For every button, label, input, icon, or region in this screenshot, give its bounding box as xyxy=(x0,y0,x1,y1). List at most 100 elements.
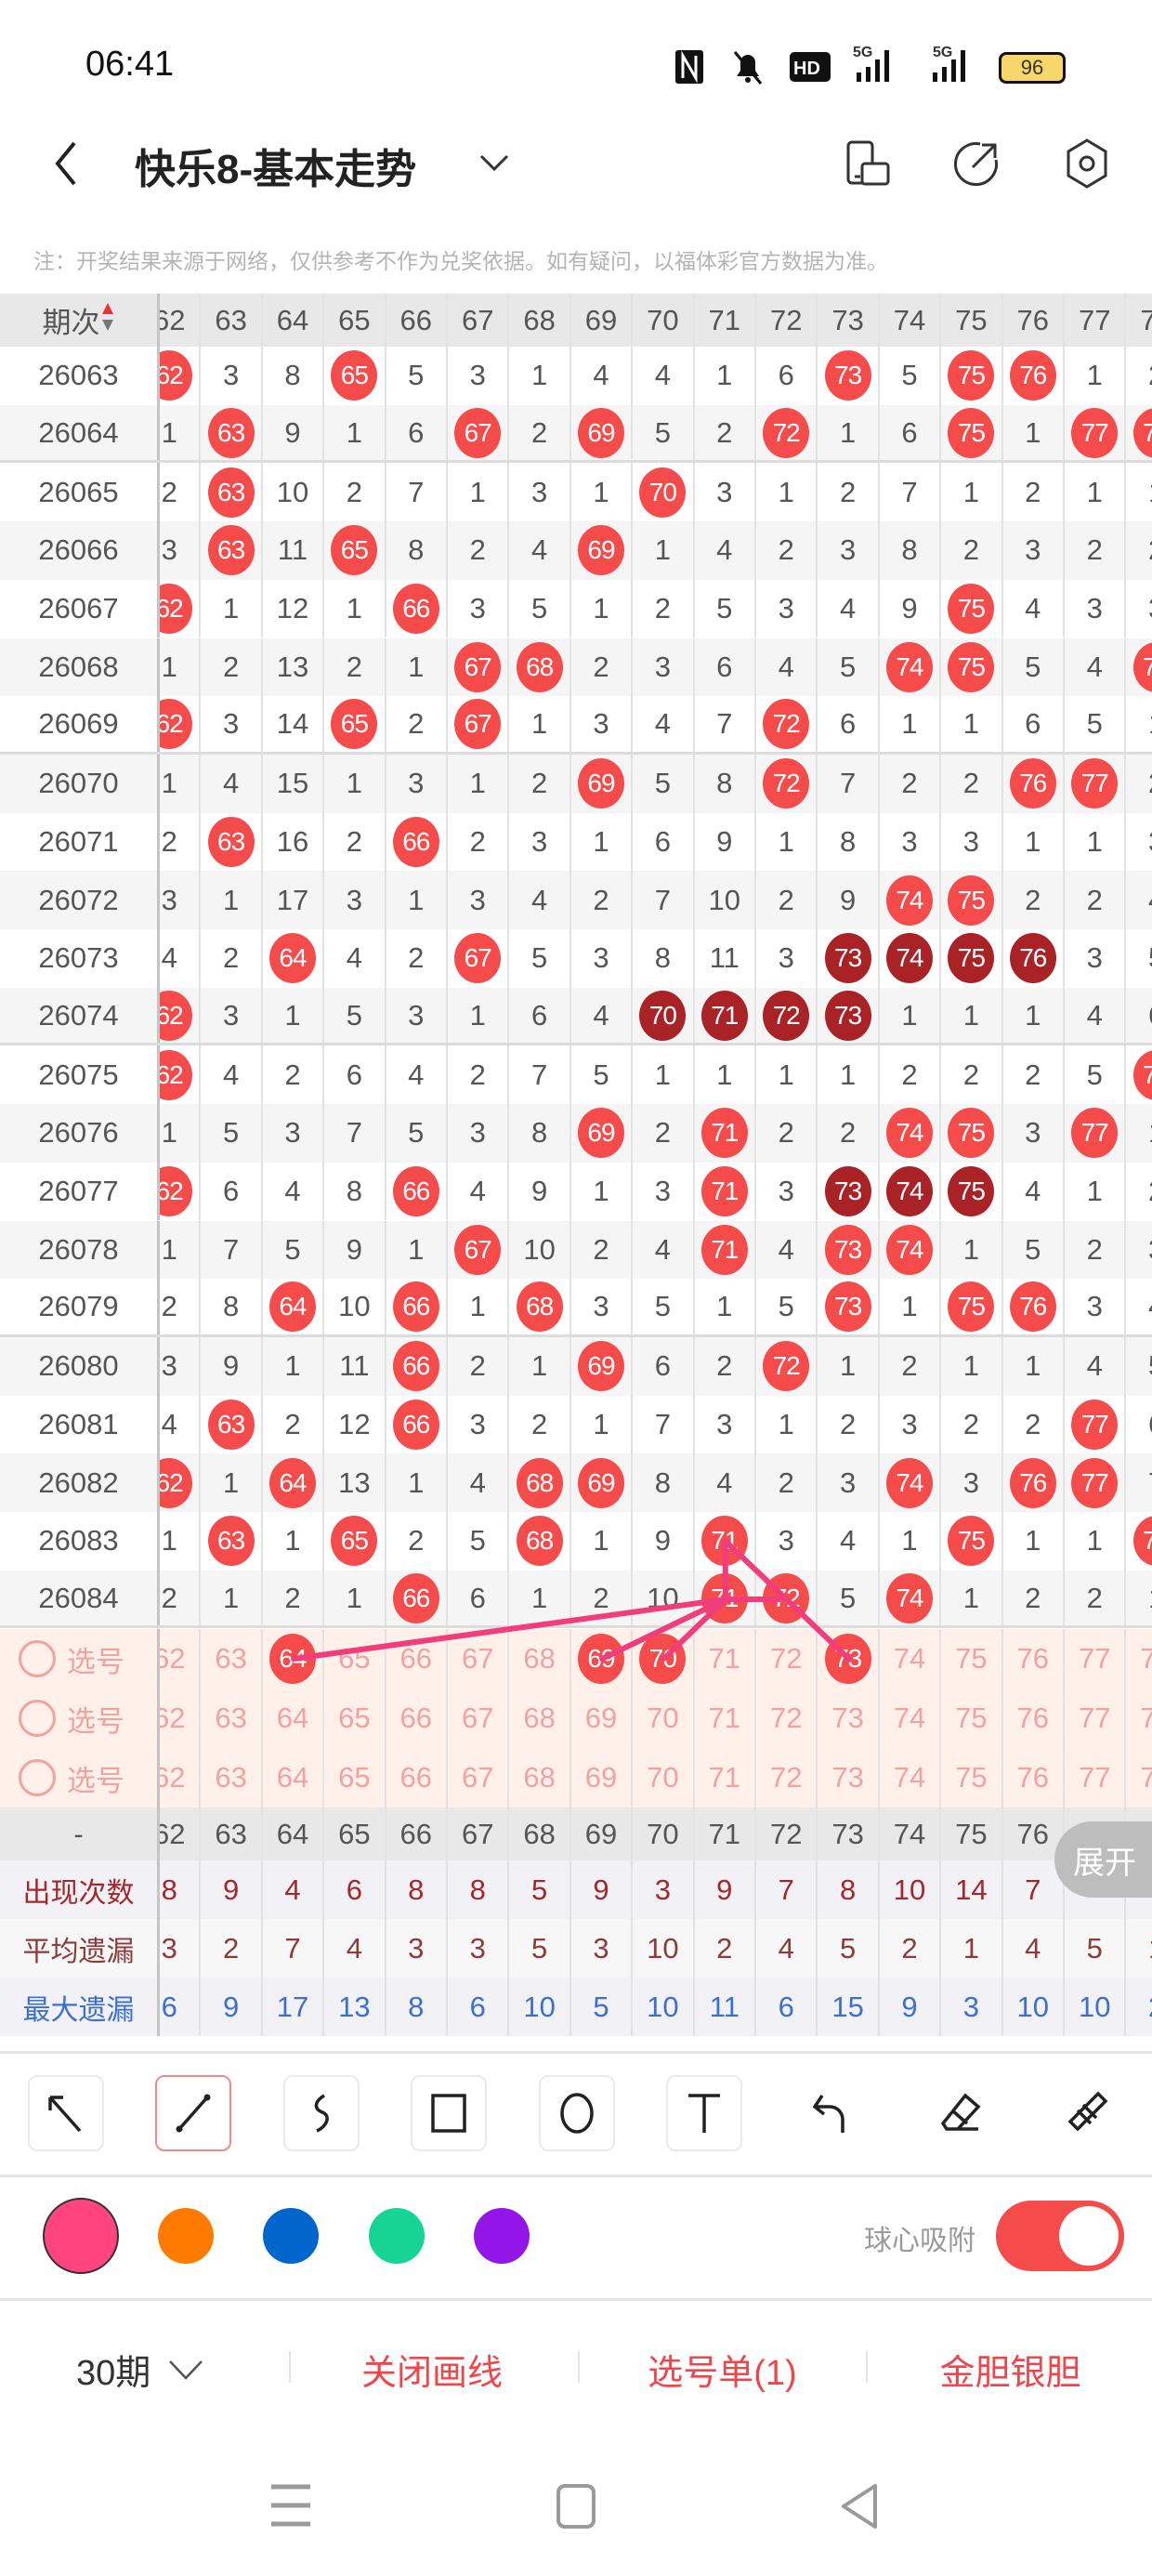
pick-number[interactable]: 72 xyxy=(756,1689,818,1748)
pick-number[interactable]: 72 xyxy=(756,1748,818,1807)
pick-number[interactable]: 66 xyxy=(386,1689,448,1748)
expand-button[interactable]: 展开 xyxy=(1054,1821,1152,1898)
pick-number[interactable]: 77 xyxy=(1065,1689,1127,1748)
tool-text[interactable] xyxy=(666,2075,742,2151)
pick-number[interactable]: 63 xyxy=(201,1748,263,1807)
pick-row-label[interactable]: 选号 xyxy=(0,1629,160,1689)
pick-number[interactable]: 71 xyxy=(695,1748,756,1807)
pick-number[interactable]: 74 xyxy=(880,1689,942,1748)
pick-number[interactable]: 68 xyxy=(509,1689,571,1748)
chevron-down-icon[interactable] xyxy=(478,149,511,177)
home-icon[interactable] xyxy=(556,2483,596,2530)
snap-toggle[interactable] xyxy=(996,2201,1124,2271)
pick-number[interactable]: 74 xyxy=(880,1629,942,1689)
pick-number[interactable]: 71 xyxy=(695,1689,756,1748)
color-swatch[interactable] xyxy=(263,2208,319,2264)
sort-icon[interactable] xyxy=(100,301,115,340)
pick-number[interactable]: 78 xyxy=(1126,1629,1152,1689)
pick-number[interactable]: 71 xyxy=(695,1629,756,1689)
tool-rectangle[interactable] xyxy=(411,2075,487,2151)
radio-button[interactable] xyxy=(19,1640,56,1677)
pick-number[interactable]: 67 xyxy=(448,1629,510,1689)
pick-number[interactable]: 63 xyxy=(201,1629,263,1689)
pick-number[interactable]: 66 xyxy=(386,1748,448,1807)
pick-number[interactable]: 65 xyxy=(324,1689,386,1748)
page-title[interactable]: 快乐8-基本走势 xyxy=(135,147,417,192)
hit-cell: 78 xyxy=(1126,1045,1152,1104)
color-swatch[interactable] xyxy=(43,2198,119,2274)
color-swatch[interactable] xyxy=(158,2208,214,2264)
miss-count: 4 xyxy=(695,521,756,580)
pick-number[interactable]: 68 xyxy=(509,1748,571,1807)
pick-number[interactable]: 70 xyxy=(633,1629,695,1689)
pick-number[interactable]: 63 xyxy=(201,1689,263,1748)
tool-eraser[interactable] xyxy=(923,2075,999,2151)
stats-value: 10 xyxy=(1003,1978,1065,2036)
pick-number[interactable]: 72 xyxy=(756,1629,818,1689)
color-swatch[interactable] xyxy=(474,2208,530,2264)
hit-cell: 64 xyxy=(263,1279,325,1334)
pick-number[interactable]: 73 xyxy=(818,1689,880,1748)
pick-number[interactable]: 68 xyxy=(509,1629,571,1689)
pick-number[interactable]: 70 xyxy=(633,1748,695,1807)
miss-count: 2 xyxy=(818,1104,880,1163)
pick-number[interactable]: 64 xyxy=(263,1748,325,1807)
pick-number[interactable]: 76 xyxy=(1003,1689,1065,1748)
issue-header[interactable]: 期次 xyxy=(0,294,160,347)
pick-number[interactable]: 62 xyxy=(160,1629,202,1689)
back-icon[interactable] xyxy=(48,138,85,190)
pick-number[interactable]: 69 xyxy=(571,1748,634,1807)
landscape-icon[interactable] xyxy=(845,139,892,188)
pick-number[interactable]: 73 xyxy=(818,1748,880,1807)
pick-number[interactable]: 69 xyxy=(571,1689,634,1748)
pick-number[interactable]: 78 xyxy=(1126,1748,1152,1807)
pick-number[interactable]: 76 xyxy=(1003,1629,1065,1689)
pick-number[interactable]: 64 xyxy=(263,1689,325,1748)
period-selector[interactable]: 30期 xyxy=(76,2344,204,2395)
pick-number[interactable]: 74 xyxy=(880,1748,942,1807)
menu-icon[interactable] xyxy=(269,2483,312,2530)
share-icon[interactable] xyxy=(952,139,1001,188)
pick-number[interactable]: 67 xyxy=(448,1689,510,1748)
tool-freehand[interactable] xyxy=(283,2075,360,2151)
number-ball: 63 xyxy=(207,816,255,867)
pick-number[interactable]: 76 xyxy=(1003,1748,1065,1807)
radio-button[interactable] xyxy=(19,1700,56,1737)
tool-circle[interactable] xyxy=(539,2075,615,2151)
column-header: 69 xyxy=(571,1807,634,1860)
table-row: 260761537538692712274753771 xyxy=(0,1104,1152,1163)
pick-row-label[interactable]: 选号 xyxy=(0,1748,160,1807)
pick-number[interactable]: 78 xyxy=(1126,1689,1152,1748)
pick-list-button[interactable]: 选号单(1) xyxy=(648,2354,797,2393)
miss-count: 1 xyxy=(160,1512,202,1571)
pick-number[interactable]: 65 xyxy=(324,1629,386,1689)
radio-button[interactable] xyxy=(19,1759,56,1796)
pick-number[interactable]: 65 xyxy=(324,1748,386,1807)
pick-number[interactable]: 73 xyxy=(818,1629,880,1689)
pick-number[interactable]: 75 xyxy=(941,1689,1003,1748)
color-swatch[interactable] xyxy=(369,2208,425,2264)
pick-number[interactable]: 77 xyxy=(1065,1629,1127,1689)
pick-number[interactable]: 67 xyxy=(448,1748,510,1807)
miss-count: 5 xyxy=(509,929,571,988)
miss-count: 8 xyxy=(695,754,756,813)
pick-number[interactable]: 64 xyxy=(263,1629,325,1689)
pick-row-label[interactable]: 选号 xyxy=(0,1689,160,1748)
settings-icon[interactable] xyxy=(1064,138,1110,190)
tool-undo[interactable] xyxy=(794,2075,871,2151)
pick-number[interactable]: 70 xyxy=(633,1689,695,1748)
tool-line[interactable] xyxy=(155,2075,231,2151)
pick-number[interactable]: 69 xyxy=(571,1629,634,1689)
pick-number[interactable]: 75 xyxy=(941,1629,1003,1689)
pick-number[interactable]: 77 xyxy=(1065,1748,1127,1807)
pick-number[interactable]: 62 xyxy=(160,1748,202,1807)
back-nav-icon[interactable] xyxy=(838,2483,881,2530)
close-drawing-button[interactable]: 关闭画线 xyxy=(360,2354,503,2393)
pick-number[interactable]: 62 xyxy=(160,1689,202,1748)
tool-arrow[interactable] xyxy=(28,2075,104,2151)
pick-number[interactable]: 75 xyxy=(941,1748,1003,1807)
tool-clear[interactable] xyxy=(1050,2075,1126,2151)
hit-cell: 76 xyxy=(1003,1279,1065,1334)
pick-number[interactable]: 66 xyxy=(386,1629,448,1689)
gold-silver-button[interactable]: 金胆银胆 xyxy=(939,2354,1081,2393)
